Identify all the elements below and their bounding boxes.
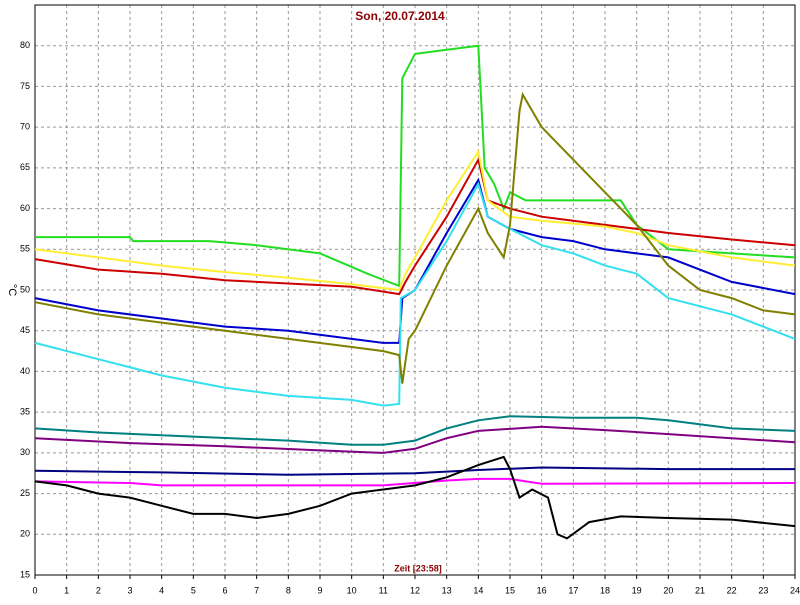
x-axis-label: Zeit [23:58] xyxy=(394,563,442,573)
y-tick-label: 50 xyxy=(20,284,30,294)
x-tick-label: 22 xyxy=(727,585,737,595)
x-tick-label: 16 xyxy=(537,585,547,595)
x-tick-label: 11 xyxy=(379,585,388,595)
y-tick-label: 60 xyxy=(20,203,30,213)
x-tick-label: 1 xyxy=(64,585,69,595)
x-tick-label: 3 xyxy=(127,585,132,595)
series-line xyxy=(34,156,796,296)
series-line xyxy=(34,148,796,292)
x-tick-label: 4 xyxy=(159,585,164,595)
y-tick-label: 75 xyxy=(20,81,30,91)
y-tick-label: 70 xyxy=(20,122,30,132)
chart-title: Son, 20.07.2014 xyxy=(355,9,445,23)
x-tick-label: 20 xyxy=(663,585,673,595)
series-line xyxy=(34,466,795,476)
y-tick-label: 45 xyxy=(20,325,30,335)
plot-frame xyxy=(34,4,796,576)
x-tick-label: 24 xyxy=(790,585,800,595)
series-line xyxy=(35,44,796,288)
x-tick-label: 18 xyxy=(600,585,610,595)
y-tick-label: 30 xyxy=(20,447,30,457)
x-tick-label: 15 xyxy=(505,585,515,595)
y-tick-label: 80 xyxy=(20,40,30,50)
series-line xyxy=(34,181,796,407)
y-tick-label: 65 xyxy=(20,162,30,172)
x-tick-label: 9 xyxy=(317,585,322,595)
x-tick-label: 14 xyxy=(473,585,483,595)
x-tick-label: 10 xyxy=(347,585,357,595)
y-tick-label: 20 xyxy=(20,529,30,539)
x-tick-label: 17 xyxy=(568,585,578,595)
x-tick-label: 7 xyxy=(254,585,259,595)
series-line xyxy=(34,177,796,344)
x-tick-label: 2 xyxy=(96,585,101,595)
series-line xyxy=(34,415,796,446)
y-axis-label: °C xyxy=(6,284,18,296)
x-tick-label: 12 xyxy=(410,585,420,595)
y-tick-label: 55 xyxy=(20,244,30,254)
x-tick-label: 23 xyxy=(758,585,768,595)
series-line xyxy=(34,477,796,487)
x-tick-label: 6 xyxy=(222,585,227,595)
y-tick-label: 15 xyxy=(20,569,30,579)
x-tick-label: 5 xyxy=(191,585,196,595)
y-tick-label: 35 xyxy=(20,407,30,417)
x-tick-label: 8 xyxy=(286,585,291,595)
series-line xyxy=(34,425,796,454)
y-tick-label: 40 xyxy=(20,366,30,376)
x-tick-label: 13 xyxy=(442,585,452,595)
series-line xyxy=(34,91,796,384)
series-line xyxy=(34,455,796,540)
x-tick-label: 19 xyxy=(632,585,642,595)
y-tick-label: 25 xyxy=(20,488,30,498)
x-tick-label: 21 xyxy=(695,585,705,595)
x-tick-label: 0 xyxy=(32,585,37,595)
